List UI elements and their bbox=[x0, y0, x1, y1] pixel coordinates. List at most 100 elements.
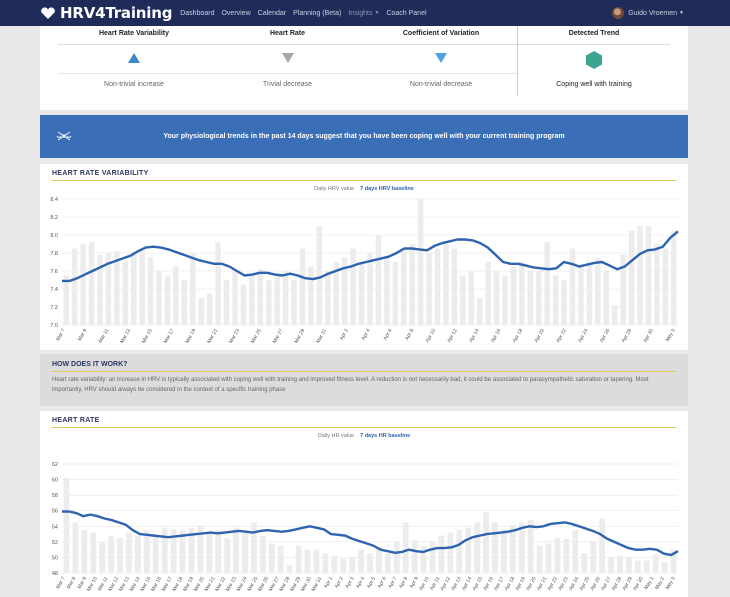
x-tick-label: Mar 9 bbox=[77, 576, 89, 590]
bar bbox=[105, 253, 112, 325]
bar bbox=[152, 535, 159, 573]
x-tick-label: Apr 30 bbox=[642, 328, 655, 344]
y-tick-label: 7.6 bbox=[50, 269, 58, 275]
y-tick-label: 56 bbox=[52, 509, 58, 515]
x-tick-label: Mar 17 bbox=[163, 328, 176, 345]
bar bbox=[637, 226, 643, 325]
x-tick-label: Apr 20 bbox=[533, 328, 546, 344]
nav-insights[interactable]: Insights ▼ bbox=[348, 10, 379, 17]
bar bbox=[492, 522, 498, 573]
x-tick-label: Mar 27 bbox=[272, 328, 285, 345]
legend-daily[interactable]: Daily HR value bbox=[317, 433, 355, 439]
bar bbox=[316, 226, 323, 325]
x-tick-label: Apr 2 bbox=[334, 576, 345, 590]
summary-col-hr: Heart Rate Trivial decrease bbox=[210, 26, 365, 110]
bar bbox=[181, 280, 188, 325]
title-rule bbox=[52, 427, 676, 428]
bar bbox=[367, 553, 373, 573]
bar bbox=[468, 271, 474, 325]
bar bbox=[402, 522, 409, 573]
x-tick-label: Apr 16 bbox=[490, 328, 503, 344]
bar bbox=[156, 271, 162, 325]
summary-title: Detected Trend bbox=[568, 30, 620, 37]
x-tick-label: Apr 7 bbox=[387, 576, 398, 590]
y-tick-label: 54 bbox=[52, 524, 58, 530]
bar bbox=[242, 530, 248, 573]
triangle-down-icon bbox=[435, 53, 447, 63]
bar bbox=[586, 262, 593, 325]
bar bbox=[451, 248, 458, 325]
bar bbox=[322, 553, 329, 573]
bar bbox=[519, 262, 525, 325]
column-divider bbox=[517, 26, 518, 96]
bar bbox=[257, 269, 264, 325]
bar bbox=[620, 254, 626, 325]
nav-planning[interactable]: Planning (Beta) bbox=[293, 9, 342, 17]
legend-baseline[interactable]: 7 days HRV baseline bbox=[360, 186, 414, 192]
bar bbox=[608, 557, 614, 573]
bar bbox=[266, 280, 272, 325]
x-tick-label: Mar 13 bbox=[119, 328, 132, 345]
nav-calendar[interactable]: Calendar bbox=[257, 9, 287, 17]
bar bbox=[206, 293, 213, 325]
y-tick-label: 60 bbox=[52, 478, 58, 484]
x-tick-label: Apr 28 bbox=[621, 328, 634, 344]
bar bbox=[164, 275, 171, 325]
avatar bbox=[612, 7, 625, 19]
bar bbox=[295, 545, 302, 573]
nav-coach-panel[interactable]: Coach Panel bbox=[386, 9, 427, 17]
bar bbox=[617, 555, 623, 573]
bar bbox=[411, 540, 418, 573]
bar bbox=[161, 527, 168, 573]
brand-name: HRV4Training bbox=[60, 4, 173, 22]
caret-down-icon: ▼ bbox=[374, 10, 380, 16]
bar bbox=[233, 527, 239, 573]
y-tick-label: 58 bbox=[52, 493, 58, 499]
bar bbox=[340, 558, 347, 573]
bar bbox=[603, 271, 609, 325]
user-menu[interactable]: Guido Vroemen ▼ bbox=[612, 0, 684, 26]
bar bbox=[286, 565, 293, 573]
bar bbox=[536, 545, 543, 573]
bar bbox=[628, 230, 635, 325]
y-tick-label: 62 bbox=[52, 462, 58, 468]
bar bbox=[509, 524, 516, 573]
bar bbox=[122, 262, 128, 325]
y-tick-label: 8.4 bbox=[50, 197, 58, 203]
x-tick-label: Apr 30 bbox=[632, 576, 645, 592]
legend-baseline[interactable]: 7 days HR baseline bbox=[360, 433, 411, 439]
bar bbox=[117, 537, 123, 573]
nav-dashboard[interactable]: Dashboard bbox=[180, 9, 215, 17]
bar bbox=[304, 549, 311, 573]
bar bbox=[299, 248, 306, 325]
y-tick-label: 7.0 bbox=[50, 323, 58, 329]
x-tick-label: Apr 2 bbox=[339, 328, 350, 342]
bar bbox=[420, 545, 427, 573]
bar bbox=[434, 248, 441, 325]
bar bbox=[139, 248, 145, 325]
x-tick-label: Apr 26 bbox=[599, 328, 612, 344]
bar bbox=[282, 271, 289, 325]
bar bbox=[483, 512, 489, 573]
legend-daily[interactable]: Daily HRV value bbox=[314, 186, 355, 192]
x-tick-label: Mar 21 bbox=[206, 328, 219, 345]
bar bbox=[313, 549, 320, 573]
summary-col-trend: Detected Trend Coping well with training bbox=[518, 26, 670, 110]
bar bbox=[80, 244, 86, 325]
bar bbox=[135, 535, 141, 573]
bar bbox=[465, 527, 472, 573]
nav-overview[interactable]: Overview bbox=[221, 9, 251, 17]
brand-logo[interactable]: HRV4Training bbox=[40, 0, 172, 26]
bar bbox=[417, 199, 424, 325]
divider bbox=[58, 44, 210, 45]
bar bbox=[590, 541, 597, 573]
summary-title: Heart Rate Variability bbox=[98, 30, 170, 37]
x-tick-label: Apr 8 bbox=[404, 328, 415, 342]
bar bbox=[170, 529, 177, 573]
y-tick-label: 48 bbox=[52, 571, 58, 577]
hrv-chart: 7.0 7.2 7.4 7.6 7.8 8.0 8.2 8.4 Mar 7 Mar 9 Mar 11… bbox=[50, 197, 679, 345]
bar bbox=[502, 275, 508, 325]
bar bbox=[409, 244, 415, 325]
x-tick-label: Apr 18 bbox=[512, 328, 525, 344]
x-tick-label: May 3 bbox=[665, 328, 677, 343]
